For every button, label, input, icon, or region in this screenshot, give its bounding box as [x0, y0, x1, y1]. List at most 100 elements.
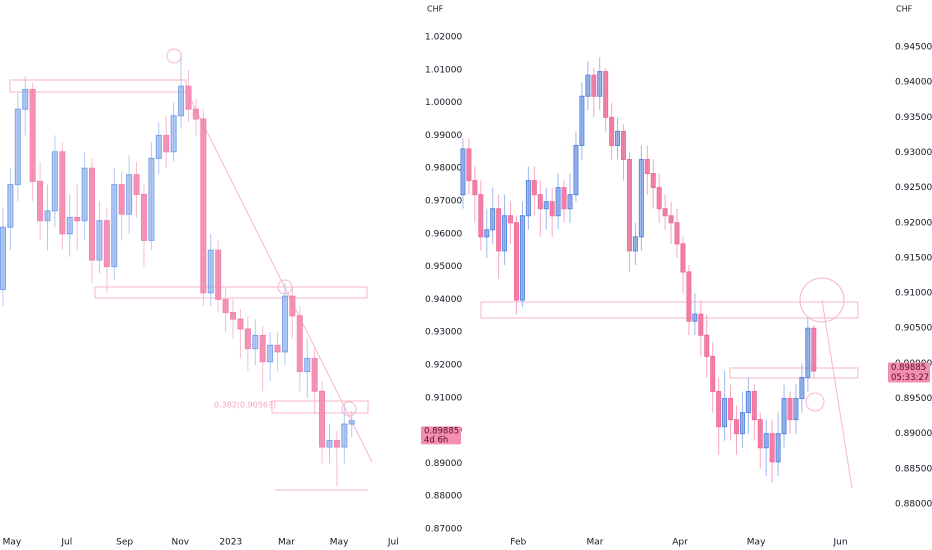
- candle-body: [466, 148, 472, 182]
- candle-body: [787, 398, 793, 421]
- candle-body: [118, 184, 125, 215]
- candle-body: [698, 313, 704, 336]
- y-tick-label: 0.90500: [895, 324, 932, 334]
- candle-body: [111, 184, 118, 268]
- y-tick-label: 0.92500: [895, 183, 932, 193]
- candle-body: [74, 216, 81, 222]
- candle-body: [237, 318, 244, 330]
- candle-body: [769, 433, 775, 463]
- y-tick-label: 0.89000: [425, 459, 462, 469]
- x-tick-label: Mar: [278, 538, 295, 548]
- candle-body: [281, 295, 288, 353]
- candle-body: [609, 116, 615, 146]
- candle-body: [14, 108, 21, 186]
- candle-body: [775, 433, 781, 463]
- y-tick-label: 0.94000: [425, 295, 462, 305]
- price-label: 0.89885: [891, 363, 926, 373]
- candle-body: [668, 215, 674, 224]
- candle-body: [89, 167, 96, 261]
- candle-body: [615, 130, 621, 146]
- candle-body: [591, 74, 597, 97]
- y-tick-label: 0.92000: [895, 218, 932, 228]
- x-tick-label: Jul: [60, 538, 72, 548]
- marker-circle: [166, 48, 182, 64]
- candle-body: [44, 210, 51, 222]
- candle-body: [200, 118, 207, 294]
- y-tick-label: 0.94500: [895, 43, 932, 53]
- candle-body: [319, 390, 326, 448]
- candle-body: [230, 312, 237, 320]
- candle-body: [341, 423, 348, 448]
- candle-body: [472, 180, 478, 196]
- y-tick-label: 0.91000: [425, 393, 462, 403]
- candle-body: [686, 271, 692, 322]
- y-tick-label: 0.88000: [895, 500, 932, 510]
- candle-body: [348, 420, 355, 425]
- candle-body: [757, 419, 763, 449]
- candle-body: [561, 187, 567, 210]
- y-tick-label: 1.01000: [425, 65, 462, 75]
- candle-body: [163, 134, 170, 153]
- candle-body: [555, 187, 561, 217]
- candle-body: [626, 158, 632, 252]
- candle-body: [751, 391, 757, 421]
- x-tick-label: 2023: [219, 538, 242, 548]
- y-tick-label: 0.94000: [895, 78, 932, 88]
- candle-body: [207, 249, 214, 294]
- candle-body: [148, 157, 155, 241]
- marker-circle: [341, 401, 357, 417]
- candle-body: [59, 151, 66, 235]
- candle-body: [96, 220, 103, 261]
- y-tick-label: 0.91500: [895, 253, 932, 263]
- candle-body: [519, 215, 525, 301]
- candle-body: [311, 357, 318, 392]
- candle-body: [621, 130, 627, 160]
- candle-body: [484, 229, 490, 238]
- projection-line: [821, 299, 853, 489]
- candle-body: [0, 226, 6, 291]
- candle-body: [656, 187, 662, 210]
- candle-body: [333, 439, 340, 448]
- zone: [9, 79, 187, 93]
- candle-body: [178, 85, 185, 117]
- candle-body: [252, 334, 259, 350]
- price-countdown: 05:33:27: [891, 373, 929, 383]
- candle-body: [460, 148, 466, 196]
- candle-body: [567, 194, 573, 210]
- x-tick-label: May: [3, 538, 22, 548]
- candle-body: [793, 398, 799, 421]
- candle-body: [710, 355, 716, 393]
- candle-body: [326, 439, 333, 448]
- candle-body: [692, 313, 698, 322]
- x-tick-label: Nov: [172, 538, 190, 548]
- x-tick-label: Apr: [672, 538, 688, 548]
- candle-body: [644, 158, 650, 175]
- candle-body: [140, 193, 147, 241]
- candle-body: [781, 398, 787, 435]
- candle-body: [304, 357, 311, 373]
- candle-body: [66, 216, 73, 235]
- price-box: [888, 362, 930, 383]
- candle-body: [274, 344, 281, 353]
- y-tick-label: 0.89500: [895, 394, 932, 404]
- marker-circle: [805, 392, 825, 412]
- trend-line: [185, 89, 373, 463]
- y-tick-label: 0.88500: [895, 464, 932, 474]
- candle-body: [51, 151, 58, 212]
- y-tick-label: 0.97000: [425, 197, 462, 207]
- candle-body: [763, 433, 769, 449]
- candle-body: [543, 201, 549, 210]
- zone: [94, 286, 368, 299]
- axis-unit: CHF: [427, 5, 444, 14]
- candle-body: [597, 71, 603, 97]
- price-countdown: 4d 6h: [424, 435, 448, 445]
- candle-body: [716, 391, 722, 428]
- candle-body: [531, 180, 537, 196]
- y-tick-label: 0.96000: [425, 229, 462, 239]
- candle-body: [704, 334, 710, 357]
- x-tick-label: Sep: [116, 538, 133, 548]
- candle-body: [267, 344, 274, 363]
- y-tick-label: 0.91000: [895, 289, 932, 299]
- y-tick-label: 0.99000: [425, 131, 462, 141]
- candle-body: [103, 220, 110, 268]
